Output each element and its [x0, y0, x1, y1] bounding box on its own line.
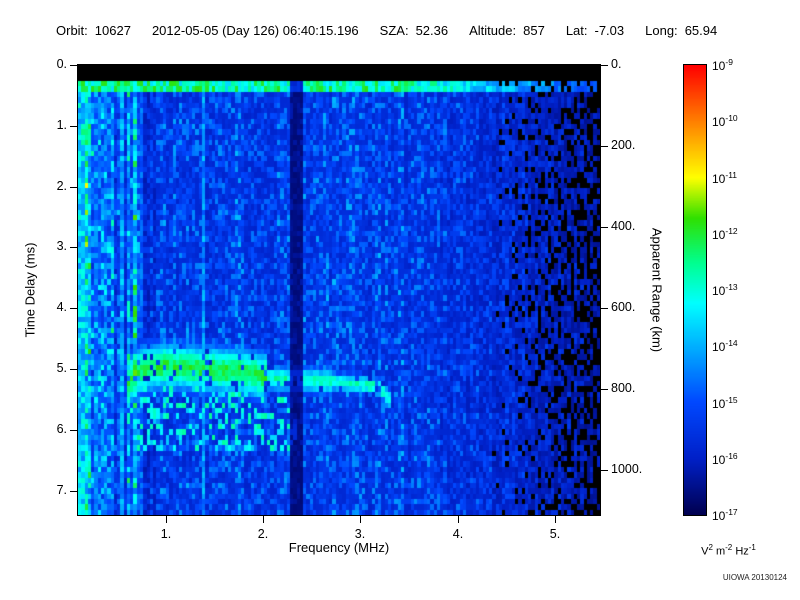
plot-frame — [77, 64, 601, 516]
header-field-value: 10627 — [94, 23, 131, 38]
y-left-tick — [70, 491, 77, 492]
y-left-tick — [70, 430, 77, 431]
colorbar-unit-label: V2 m-2 Hz-1 — [701, 543, 756, 558]
x-tick — [555, 516, 556, 523]
y-left-tick — [70, 126, 77, 127]
y-left-tick — [70, 369, 77, 370]
y-axis-label-left: Time Delay (ms) — [22, 242, 38, 338]
y-right-tick — [601, 146, 608, 147]
y-right-tick-label: 600. — [611, 300, 636, 314]
y-right-tick-label: 200. — [611, 138, 636, 152]
header-field: Altitude: 857 — [469, 23, 545, 38]
x-tick — [458, 516, 459, 523]
y-left-tick — [70, 187, 77, 188]
colorbar-tick-label: 10-15 — [712, 395, 738, 411]
y-right-tick — [601, 65, 608, 66]
colorbar-tick-label: 10-12 — [712, 226, 738, 242]
x-tick-label: 4. — [452, 527, 464, 541]
colorbar-tick-label: 10-11 — [712, 170, 738, 186]
header-field-value: 2012-05-05 (Day 126) 06:40:15.196 — [151, 23, 359, 38]
header-field-label: Orbit: — [56, 23, 88, 38]
x-tick — [263, 516, 264, 523]
y-left-tick-label: 3. — [56, 239, 67, 253]
header-field: 2012-05-05 (Day 126) 06:40:15.196 — [152, 23, 359, 38]
colorbar-frame — [683, 64, 707, 516]
colorbar-tick-label: 10-17 — [712, 507, 738, 523]
y-right-tick — [601, 389, 608, 390]
header-field: SZA: 52.36 — [380, 23, 448, 38]
x-tick — [166, 516, 167, 523]
y-right-tick — [601, 470, 608, 471]
header-field: Long: 65.94 — [645, 23, 717, 38]
y-left-tick-label: 7. — [56, 483, 67, 497]
header-info: Orbit: 10627 2012-05-05 (Day 126) 06:40:15… — [56, 23, 738, 38]
y-left-tick-label: 2. — [56, 179, 67, 193]
x-tick-label: 3. — [354, 527, 366, 541]
y-left-tick — [70, 308, 77, 309]
header-field-label: Altitude: — [469, 23, 517, 38]
header-field-label: SZA: — [379, 23, 409, 38]
header-field-value: 52.36 — [415, 23, 449, 38]
header-field: Lat: -7.03 — [566, 23, 624, 38]
y-right-tick-label: 800. — [611, 381, 636, 395]
header-field: Orbit: 10627 — [56, 23, 131, 38]
x-tick-label: 2. — [257, 527, 269, 541]
colorbar-tick-label: 10-10 — [712, 113, 738, 129]
colorbar-tick-label: 10-13 — [712, 282, 738, 298]
credit-text: UIOWA 20130124 — [722, 573, 787, 582]
y-left-tick-label: 6. — [56, 422, 67, 436]
y-right-tick-label: 1000. — [611, 462, 643, 476]
colorbar-tick-label: 10-9 — [712, 57, 733, 73]
x-tick-label: 5. — [549, 527, 561, 541]
y-left-tick — [70, 65, 77, 66]
y-right-tick — [601, 308, 608, 309]
x-tick — [360, 516, 361, 523]
header-field-value: 65.94 — [684, 23, 718, 38]
y-left-tick-label: 5. — [56, 361, 67, 375]
header-field-value: 857 — [523, 23, 545, 38]
y-right-tick — [601, 227, 608, 228]
y-axis-label-right: Apparent Range (km) — [649, 227, 665, 353]
colorbar-tick-label: 10-14 — [712, 338, 738, 354]
y-left-tick-label: 1. — [56, 118, 67, 132]
y-right-tick-label: 400. — [611, 219, 636, 233]
header-field-label: Lat: — [565, 23, 588, 38]
y-left-tick-label: 4. — [56, 300, 67, 314]
colorbar-gradient — [684, 65, 706, 515]
y-left-tick — [70, 247, 77, 248]
header-field-label: Long: — [645, 23, 678, 38]
spectrogram-canvas — [78, 65, 600, 515]
colorbar-tick-label: 10-16 — [712, 451, 738, 467]
x-tick-label: 1. — [160, 527, 172, 541]
header-field-value: -7.03 — [594, 23, 625, 38]
x-axis-label: Frequency (MHz) — [288, 540, 390, 555]
y-right-tick-label: 0. — [611, 57, 622, 71]
y-left-tick-label: 0. — [56, 57, 67, 71]
